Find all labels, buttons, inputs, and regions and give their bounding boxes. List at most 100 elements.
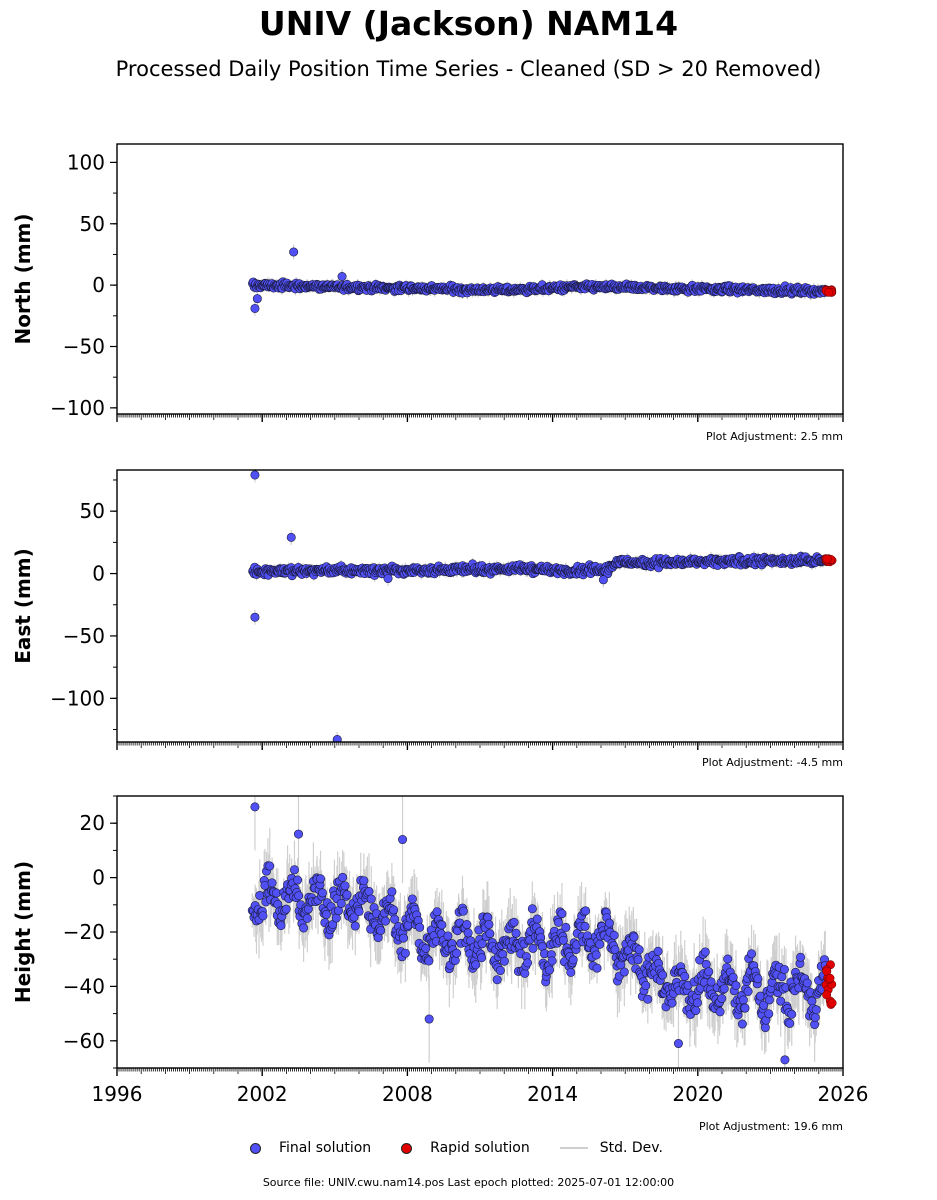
y-tick-label: −100 [50, 686, 105, 710]
data-point [764, 995, 774, 1005]
data-point [293, 875, 303, 885]
outlier-point [337, 272, 347, 282]
data-point [366, 894, 376, 904]
data-point [484, 919, 494, 929]
plot-area-height [247, 796, 837, 1068]
data-point [787, 1009, 797, 1019]
data-point [566, 967, 576, 977]
outlier-point [598, 575, 608, 585]
data-point [477, 939, 487, 949]
data-point [462, 920, 472, 930]
plot-area-north [248, 244, 837, 316]
rapid-points-east [821, 554, 837, 567]
data-point [511, 928, 521, 938]
plot-area-east [248, 470, 837, 742]
data-point [753, 974, 763, 984]
data-point [728, 972, 738, 982]
data-point [557, 909, 567, 919]
data-point [544, 965, 554, 975]
data-point [509, 917, 519, 927]
data-point [759, 1000, 769, 1010]
data-point [317, 888, 327, 898]
data-point [281, 904, 291, 914]
y-tick-label: 50 [80, 499, 105, 523]
data-point [558, 935, 568, 945]
data-point [390, 914, 400, 924]
data-point [528, 943, 538, 953]
data-point [634, 945, 644, 955]
y-tick-label: −50 [63, 335, 105, 359]
data-point [785, 1018, 795, 1028]
data-point [747, 949, 757, 959]
data-point [641, 981, 651, 991]
data-point [258, 911, 268, 921]
y-tick-label: 50 [80, 212, 105, 236]
chart-subtitle: Processed Daily Position Time Series - C… [115, 57, 822, 81]
adjustment-note-north: Plot Adjustment: 2.5 mm [706, 430, 843, 443]
data-point [380, 916, 390, 926]
data-point [643, 994, 653, 1004]
data-point [321, 910, 331, 920]
data-point [764, 1009, 774, 1019]
data-point [421, 943, 431, 953]
outlier-point [252, 294, 262, 304]
data-point [387, 887, 397, 897]
data-point [458, 906, 468, 916]
data-point [376, 926, 386, 936]
data-point [271, 888, 281, 898]
data-point [609, 930, 619, 940]
outlier-point [250, 303, 260, 313]
stddev-bars-north [251, 244, 827, 316]
data-point [340, 881, 350, 891]
data-point [499, 956, 509, 966]
data-point [653, 946, 663, 956]
data-point [680, 971, 690, 981]
data-point [437, 920, 447, 930]
data-point [706, 977, 716, 987]
data-point [477, 953, 487, 963]
y-tick-label: −100 [50, 396, 105, 420]
data-point [336, 898, 346, 908]
final-points-height [247, 802, 831, 1065]
y-tick-label: 100 [67, 150, 105, 174]
data-point [520, 968, 530, 978]
data-point [389, 905, 399, 915]
data-point [740, 1003, 750, 1013]
data-point [302, 913, 312, 923]
data-point [399, 933, 409, 943]
data-point [289, 865, 299, 875]
data-point [715, 1007, 725, 1017]
data-point [723, 954, 733, 964]
final-points-north [248, 247, 831, 313]
data-point [700, 947, 710, 957]
axes-frame-east [116, 469, 844, 743]
data-point [432, 907, 442, 917]
data-point [592, 963, 602, 973]
data-point [629, 932, 639, 942]
data-point [532, 914, 542, 924]
rapid-point [824, 287, 834, 297]
stddev-bars-east [252, 470, 827, 742]
y-axis-label-east: East (mm) [11, 548, 35, 664]
data-point [299, 923, 309, 933]
panel-north: 100 50 0 −50 −100 North (mm) Plot Adjustment: … [11, 143, 844, 443]
data-point [359, 876, 369, 886]
data-point [463, 928, 473, 938]
data-point [776, 996, 786, 1006]
data-point [407, 894, 417, 904]
data-point [342, 890, 352, 900]
data-point [265, 861, 275, 871]
data-point [294, 891, 304, 901]
data-point [492, 975, 502, 985]
data-point [738, 995, 748, 1005]
data-point [717, 994, 727, 1004]
data-point [364, 887, 374, 897]
data-point [658, 970, 668, 980]
data-point [591, 950, 601, 960]
y-tick-label: 0 [92, 273, 105, 297]
data-point [527, 904, 537, 914]
y-tick-label: 0 [92, 562, 105, 586]
data-point [316, 874, 326, 884]
